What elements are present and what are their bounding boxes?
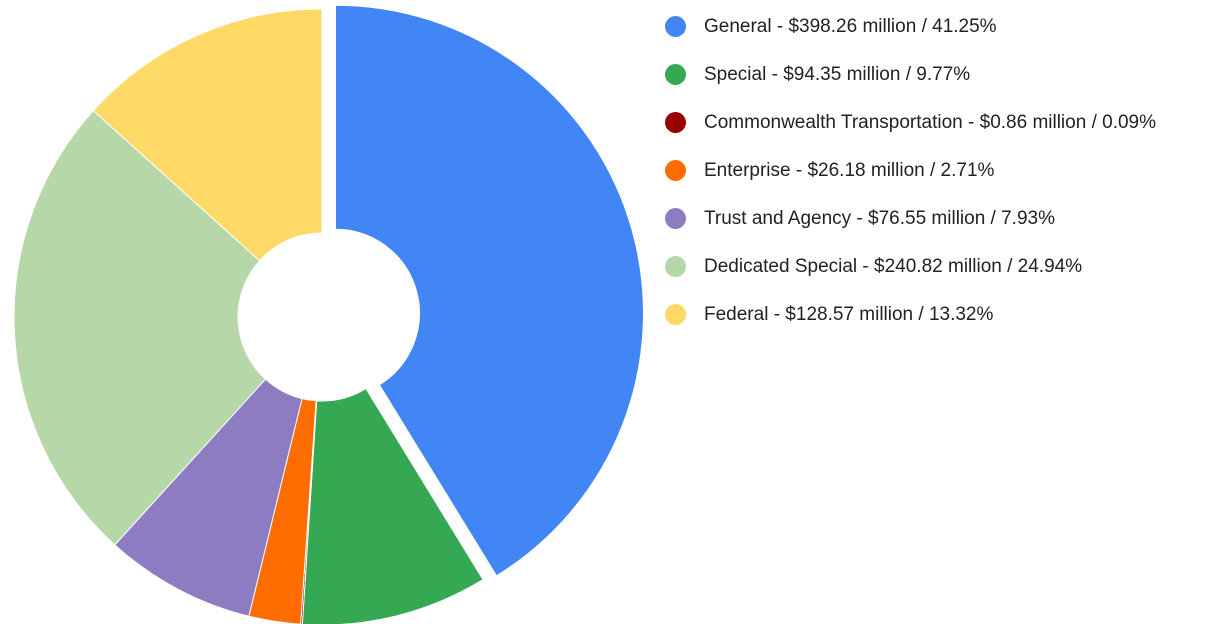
legend-item: Trust and Agency - $76.55 million / 7.93… (662, 206, 1208, 231)
legend-item: Federal - $128.57 million / 13.32% (662, 302, 1208, 327)
legend-label: Federal - $128.57 million / 13.32% (704, 304, 994, 325)
legend-label: Enterprise - $26.18 million / 2.71% (704, 160, 995, 181)
legend-label: General - $398.26 million / 41.25% (704, 16, 997, 37)
legend-item: Dedicated Special - $240.82 million / 24… (662, 254, 1208, 279)
legend-label: Special - $94.35 million / 9.77% (704, 64, 971, 85)
legend-item: Special - $94.35 million / 9.77% (662, 62, 1208, 87)
legend-swatch (665, 16, 686, 37)
legend: General - $398.26 million / 41.25% Specia… (662, 14, 1208, 350)
legend-swatch (665, 256, 686, 277)
slice (114, 378, 303, 617)
slice (92, 8, 323, 262)
legend-swatch (665, 304, 686, 325)
legend-label: Dedicated Special - $240.82 million / 24… (704, 256, 1083, 277)
legend-swatch (665, 64, 686, 85)
slice (334, 4, 644, 577)
slice (13, 109, 267, 546)
legend-swatch (665, 112, 686, 133)
legend-item: General - $398.26 million / 41.25% (662, 14, 1208, 39)
chart (13, 4, 644, 624)
legend-label: Trust and Agency - $76.55 million / 7.93… (704, 208, 1055, 229)
legend-item: Commonwealth Transportation - $0.86 mill… (662, 110, 1208, 135)
slice (301, 387, 484, 624)
legend-label: Commonwealth Transportation - $0.86 mill… (704, 112, 1157, 133)
legend-item: Enterprise - $26.18 million / 2.71% (662, 158, 1208, 183)
legend-swatch (665, 160, 686, 181)
legend-swatch (665, 208, 686, 229)
